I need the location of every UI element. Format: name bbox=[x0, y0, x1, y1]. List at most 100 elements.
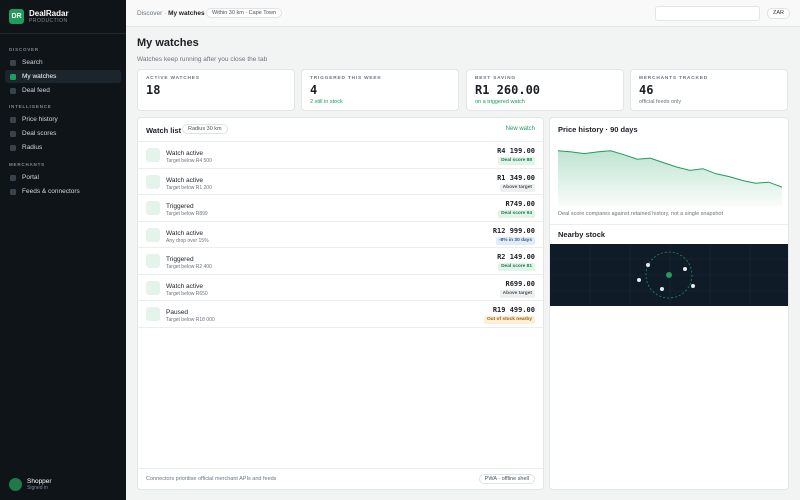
sidebar-item-price-history[interactable]: Price history bbox=[5, 113, 121, 126]
sidebar-item-portal[interactable]: Portal bbox=[5, 171, 121, 184]
watch-row[interactable]: Watch active Target below R4 500 R4 199.00… bbox=[138, 142, 543, 169]
product-thumbnail bbox=[146, 307, 160, 321]
radius-badge[interactable]: Radius 30 km bbox=[182, 124, 228, 134]
nearby-stock-map[interactable] bbox=[550, 244, 788, 306]
watch-condition: Target below R899 bbox=[166, 211, 208, 217]
sidebar-item-my-watches[interactable]: My watches bbox=[5, 70, 121, 83]
watch-row[interactable]: Triggered Target below R899 R749.00 Deal sc… bbox=[138, 195, 543, 222]
divider bbox=[0, 33, 126, 34]
divider bbox=[138, 141, 543, 142]
store-marker[interactable] bbox=[660, 287, 664, 291]
topbar: Discover · My watches Within 30 km · Cap… bbox=[126, 0, 800, 27]
watch-badge: Deal score 88 bbox=[498, 157, 535, 165]
breadcrumb-separator: · bbox=[164, 10, 167, 17]
watch-condition: Target below R4 500 bbox=[166, 158, 212, 164]
price-history-note: Deal score compares against retained his… bbox=[558, 211, 723, 217]
store-marker[interactable] bbox=[683, 267, 687, 271]
user-profile[interactable]: Shopper Signed in bbox=[9, 478, 52, 491]
watch-row[interactable]: Watch active Any drop over 15% R12 999.00-… bbox=[138, 222, 543, 248]
currency-selector[interactable]: ZAR bbox=[767, 8, 790, 19]
product-thumbnail bbox=[146, 254, 160, 268]
watch-row[interactable]: Watch active Target below R650 R699.00 Abov… bbox=[138, 275, 543, 301]
current-price: R2 149.00 bbox=[497, 253, 535, 261]
sidebar-item-label: Deal feed bbox=[22, 87, 50, 94]
product-thumbnail bbox=[146, 174, 160, 189]
watch-list-panel: Watch list Radius 30 km New watch Watch … bbox=[137, 117, 544, 490]
stat-label: TRIGGERED THIS WEEK bbox=[310, 76, 382, 81]
product-thumbnail bbox=[146, 227, 160, 242]
stat-value: 4 bbox=[310, 83, 318, 97]
store-marker[interactable] bbox=[637, 278, 641, 282]
user-status: Signed in bbox=[27, 485, 48, 491]
current-price: R749.00 bbox=[505, 200, 535, 208]
location-badge[interactable]: Within 30 km · Cape Town bbox=[206, 8, 283, 18]
new-watch-link[interactable]: New watch bbox=[505, 126, 535, 132]
section-label-intelligence: INTELLIGENCE bbox=[9, 104, 52, 109]
sidebar: DR DealRadar PRODUCTION DISCOVER Search … bbox=[0, 0, 126, 500]
stat-label: BEST SAVING bbox=[475, 76, 516, 81]
sidebar-item-label: Deal scores bbox=[22, 130, 57, 137]
stat-label: ACTIVE WATCHES bbox=[146, 76, 200, 81]
watch-rows: Watch active Target below R4 500 R4 199.00… bbox=[138, 142, 543, 328]
sidebar-item-deal-scores[interactable]: Deal scores bbox=[5, 127, 121, 140]
radius-circle bbox=[645, 251, 693, 299]
watch-badge: Above target bbox=[499, 289, 535, 298]
score-icon bbox=[10, 130, 16, 137]
nearby-stock-title: Nearby stock bbox=[558, 230, 606, 239]
section-label-discover: DISCOVER bbox=[9, 47, 39, 52]
chart-icon bbox=[10, 116, 16, 123]
sidebar-item-radius[interactable]: Radius bbox=[5, 141, 121, 154]
pwa-badge: PWA · offline shell bbox=[478, 474, 535, 484]
stat-label: MERCHANTS TRACKED bbox=[639, 76, 709, 81]
watch-list-title: Watch list bbox=[146, 126, 182, 135]
radius-icon bbox=[10, 144, 16, 151]
app-logo: DR bbox=[9, 9, 24, 24]
price-history-chart bbox=[558, 150, 782, 206]
stat-card-best-saving: BEST SAVING R1 260.00 on a triggered wat… bbox=[466, 69, 624, 111]
watch-status: Paused bbox=[166, 309, 189, 316]
current-price: R12 999.00 bbox=[492, 226, 535, 235]
stat-value: 46 bbox=[639, 83, 654, 97]
stat-card-merchants: MERCHANTS TRACKED 46 official feeds only bbox=[630, 69, 788, 111]
watch-badge: Above target bbox=[499, 183, 535, 192]
brand[interactable]: DR DealRadar PRODUCTION bbox=[9, 9, 69, 24]
watch-row[interactable]: Triggered Target below R2 400 R2 149.00 Dea… bbox=[138, 248, 543, 275]
sidebar-item-label: Radius bbox=[22, 144, 43, 151]
portal-icon bbox=[10, 174, 16, 181]
sidebar-item-search[interactable]: Search bbox=[5, 56, 121, 69]
watch-condition: Target below R1 200 bbox=[166, 184, 212, 191]
app-name: DealRadar bbox=[29, 9, 69, 18]
sidebar-item-deal-feed[interactable]: Deal feed bbox=[5, 84, 121, 97]
watch-status: Watch active bbox=[166, 150, 203, 157]
avatar bbox=[9, 478, 22, 491]
stat-value: R1 260.00 bbox=[475, 83, 541, 97]
watch-status: Watch active bbox=[166, 176, 203, 184]
store-marker[interactable] bbox=[646, 263, 650, 267]
current-price: R699.00 bbox=[505, 279, 535, 288]
sidebar-item-label: Portal bbox=[22, 174, 39, 181]
connectors-note: Connectors prioritise official merchant … bbox=[146, 476, 277, 482]
divider bbox=[138, 468, 543, 469]
watch-condition: Target below R18 000 bbox=[166, 317, 215, 323]
store-marker[interactable] bbox=[691, 284, 695, 288]
breadcrumb-parent[interactable]: Discover bbox=[137, 10, 163, 17]
watch-row[interactable]: Watch active Target below R1 200 R1 349.00… bbox=[138, 169, 543, 195]
sidebar-item-feeds-connectors[interactable]: Feeds & connectors bbox=[5, 185, 121, 198]
watch-status: Watch active bbox=[166, 282, 203, 290]
sidebar-item-label: Price history bbox=[22, 116, 58, 123]
watch-status: Triggered bbox=[166, 256, 194, 263]
breadcrumb: Discover · My watches bbox=[137, 10, 205, 17]
search-input[interactable] bbox=[655, 6, 760, 21]
page-title: My watches bbox=[137, 37, 199, 49]
watch-badge: Out of stock nearby bbox=[483, 316, 535, 324]
product-thumbnail bbox=[146, 201, 160, 215]
sidebar-item-label: Search bbox=[22, 59, 43, 66]
watch-row[interactable]: Paused Target below R18 000 R19 499.00 Out … bbox=[138, 301, 543, 328]
price-line bbox=[558, 150, 782, 188]
stat-value: 18 bbox=[146, 83, 161, 97]
watch-condition: Target below R2 400 bbox=[166, 264, 212, 270]
price-history-title: Price history · 90 days bbox=[558, 125, 638, 134]
watch-status: Watch active bbox=[166, 229, 203, 237]
search-icon bbox=[10, 59, 16, 66]
price-area bbox=[558, 150, 782, 206]
